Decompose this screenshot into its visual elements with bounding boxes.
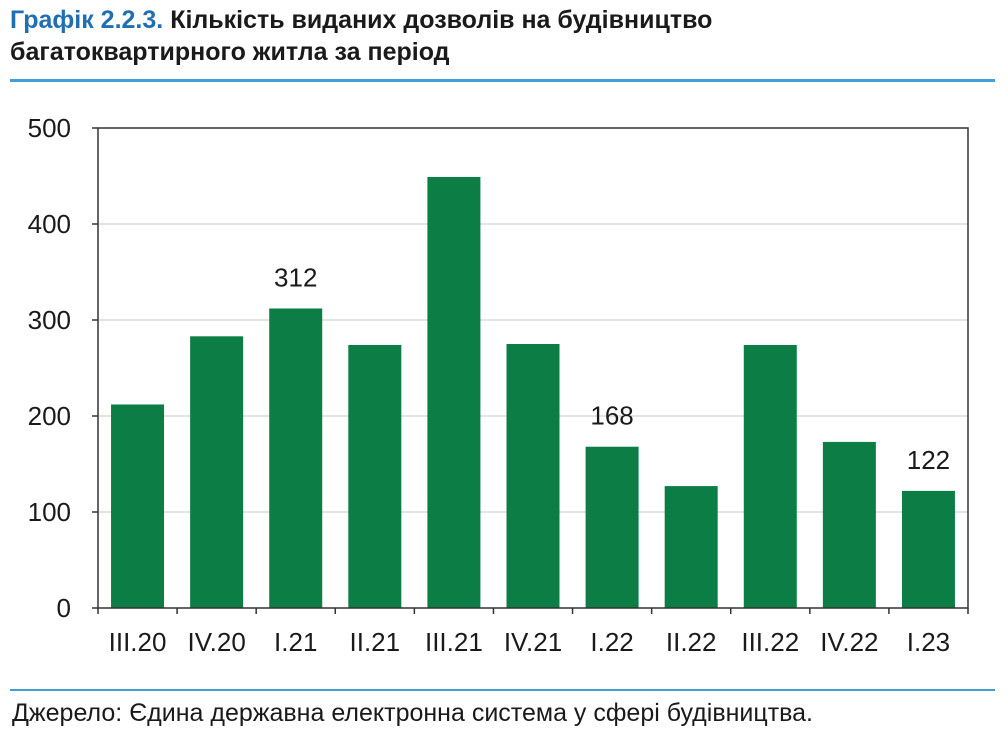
- bar: [585, 446, 639, 608]
- y-tick-label: 200: [28, 401, 71, 431]
- source-note: Джерело: Єдина державна електронна систе…: [12, 699, 813, 727]
- bar: [190, 336, 244, 608]
- bar: [348, 344, 402, 608]
- bars: [111, 176, 955, 608]
- bar: [901, 490, 955, 608]
- chart-title: Графік 2.2.3. Кількість виданих дозволів…: [10, 4, 995, 68]
- x-tick-label: III.21: [425, 627, 483, 657]
- x-tick-label: I.22: [590, 627, 633, 657]
- plot-frame: [97, 127, 969, 609]
- y-tick-label: 100: [28, 497, 71, 527]
- x-tick-label: III.20: [109, 627, 167, 657]
- x-tick-label: III.22: [741, 627, 799, 657]
- chart-title-line2: багатоквартирного житла за період: [10, 38, 450, 66]
- data-labels: 312 168 122: [274, 262, 950, 474]
- y-tick-label: 0: [57, 593, 71, 623]
- source-divider: [10, 689, 995, 691]
- bar: [506, 344, 560, 608]
- title-divider: [10, 79, 995, 82]
- chart-number: Графік 2.2.3.: [10, 6, 164, 34]
- data-label: 168: [590, 401, 633, 431]
- bar: [111, 404, 165, 608]
- bar: [822, 441, 876, 608]
- x-tick-label: IV.21: [504, 627, 562, 657]
- data-label: 312: [274, 262, 317, 292]
- x-tick-label: IV.22: [820, 627, 878, 657]
- bar: [427, 176, 481, 608]
- bar-chart: 312 168 122 0 100 200 300 400 500 III.20 IV.20 I.2…: [28, 113, 969, 657]
- axes: 0 100 200 300 400 500 III.20 IV.20 I.21 II.21 III.…: [28, 113, 969, 657]
- data-label: 122: [907, 445, 950, 475]
- chart-title-line1: Кількість виданих дозволів на будівництв…: [170, 6, 713, 34]
- x-tick-label: I.21: [274, 627, 317, 657]
- bar: [269, 308, 323, 608]
- bar: [743, 344, 797, 608]
- x-tick-label: II.21: [350, 627, 401, 657]
- y-tick-label: 400: [28, 209, 71, 239]
- bar: [664, 486, 718, 608]
- y-tick-label: 500: [28, 113, 71, 143]
- x-tick-label: II.22: [666, 627, 717, 657]
- x-tick-label: I.23: [907, 627, 950, 657]
- x-tick-label: IV.20: [187, 627, 245, 657]
- y-tick-label: 300: [28, 305, 71, 335]
